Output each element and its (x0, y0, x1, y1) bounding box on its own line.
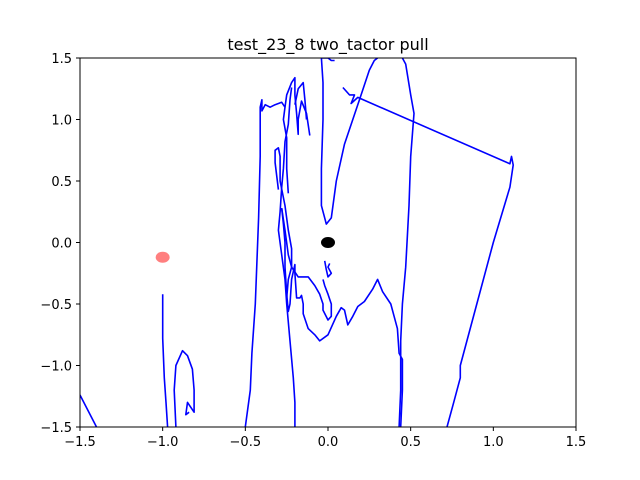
x-tick-label: −1.5 (64, 435, 96, 450)
series-line-segment (161, 294, 169, 427)
series-line-segment (173, 349, 195, 427)
plot-area (80, 58, 515, 427)
y-tick-label: 0.0 (51, 237, 72, 252)
series-line-segment (80, 394, 98, 427)
x-tick-label: 1.5 (566, 435, 587, 450)
series-line-segment (280, 207, 333, 321)
series-line-segment (244, 99, 290, 427)
series-line-segment (294, 81, 308, 120)
series-line-segment (284, 76, 311, 136)
y-tick-label: −1.0 (40, 360, 72, 375)
y-tick-label: 0.5 (51, 175, 72, 190)
series-line-segment (323, 260, 333, 278)
data-point-marker (321, 237, 335, 248)
x-tick-label: −1.0 (147, 435, 179, 450)
y-tick-label: −1.5 (40, 421, 72, 436)
y-tick-label: 1.0 (51, 114, 72, 129)
data-point-marker (155, 251, 170, 263)
series-line-segment (342, 86, 515, 427)
chart-title: test_23_8 two_tactor pull (227, 35, 428, 55)
x-tick-label: 0.5 (400, 435, 421, 450)
series-line-segment (321, 58, 335, 62)
series-line-segment (277, 87, 296, 427)
y-axis: −1.5 −1.0 −0.5 0.0 0.5 1.0 1.5 (40, 52, 80, 436)
x-tick-label: 0.0 (318, 435, 339, 450)
x-tick-label: 1.0 (483, 435, 504, 450)
series-line-segment (280, 208, 404, 427)
series-line-segment (274, 147, 293, 298)
x-axis: −1.5 −1.0 −0.5 0.0 0.5 1.0 1.5 (64, 427, 586, 450)
x-tick-label: −0.5 (230, 435, 262, 450)
plot-markers (155, 237, 335, 263)
series-line-segment (398, 58, 415, 427)
y-tick-label: 1.5 (51, 52, 72, 67)
y-tick-label: −0.5 (40, 298, 72, 313)
series-line-segment (320, 58, 379, 225)
